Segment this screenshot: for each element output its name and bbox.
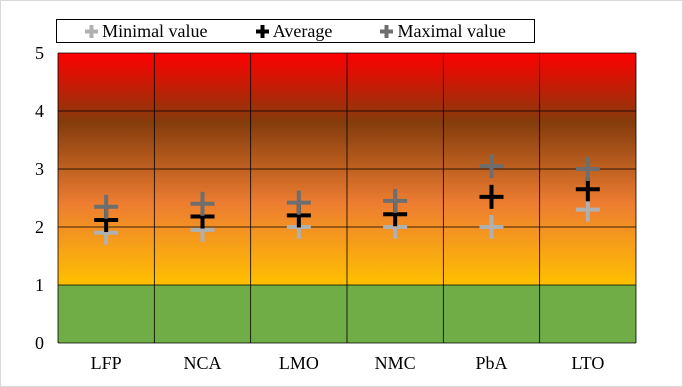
y-tick-label: 0 — [35, 333, 44, 353]
data-point-maximal-value — [575, 157, 600, 181]
legend-label: Minimal value — [102, 20, 208, 41]
y-tick-label: 2 — [35, 217, 44, 237]
data-point-minimal-value — [575, 197, 600, 222]
y-axis-ticks: 0 1 2 3 4 5 — [35, 43, 44, 353]
data-point-average — [575, 177, 600, 202]
legend-label: Average — [272, 20, 333, 41]
plus-marker-icon — [85, 24, 99, 38]
data-point-minimal-value — [479, 215, 504, 239]
data-point-average — [479, 184, 504, 209]
y-tick-label: 4 — [35, 101, 44, 121]
legend-item-minimal: Minimal value — [85, 20, 208, 42]
data-point-maximal-value — [94, 194, 119, 219]
legend: Minimal value Average Maximal value — [56, 19, 535, 43]
data-marks — [94, 154, 600, 245]
grid-lines — [57, 52, 637, 344]
x-tick-label: LTO — [571, 353, 604, 373]
data-point-maximal-value — [190, 191, 215, 216]
x-axis-ticks: LFP NCA LMO NMC PbA LTO — [91, 353, 605, 373]
x-tick-label: LFP — [91, 353, 122, 373]
y-tick-label: 1 — [35, 275, 44, 295]
plus-marker-icon — [255, 24, 269, 38]
data-point-maximal-value — [286, 190, 311, 215]
data-point-maximal-value — [479, 154, 504, 179]
y-tick-label: 5 — [35, 43, 44, 63]
legend-label: Maximal value — [397, 20, 506, 41]
x-tick-label: NMC — [375, 353, 416, 373]
x-tick-label: PbA — [475, 353, 507, 373]
x-tick-label: LMO — [279, 353, 319, 373]
x-tick-label: NCA — [183, 353, 221, 373]
data-point-maximal-value — [383, 188, 408, 213]
legend-item-maximal: Maximal value — [380, 20, 506, 42]
plus-marker-icon — [380, 24, 394, 38]
y-tick-label: 3 — [35, 159, 44, 179]
legend-item-average: Average — [255, 20, 333, 42]
